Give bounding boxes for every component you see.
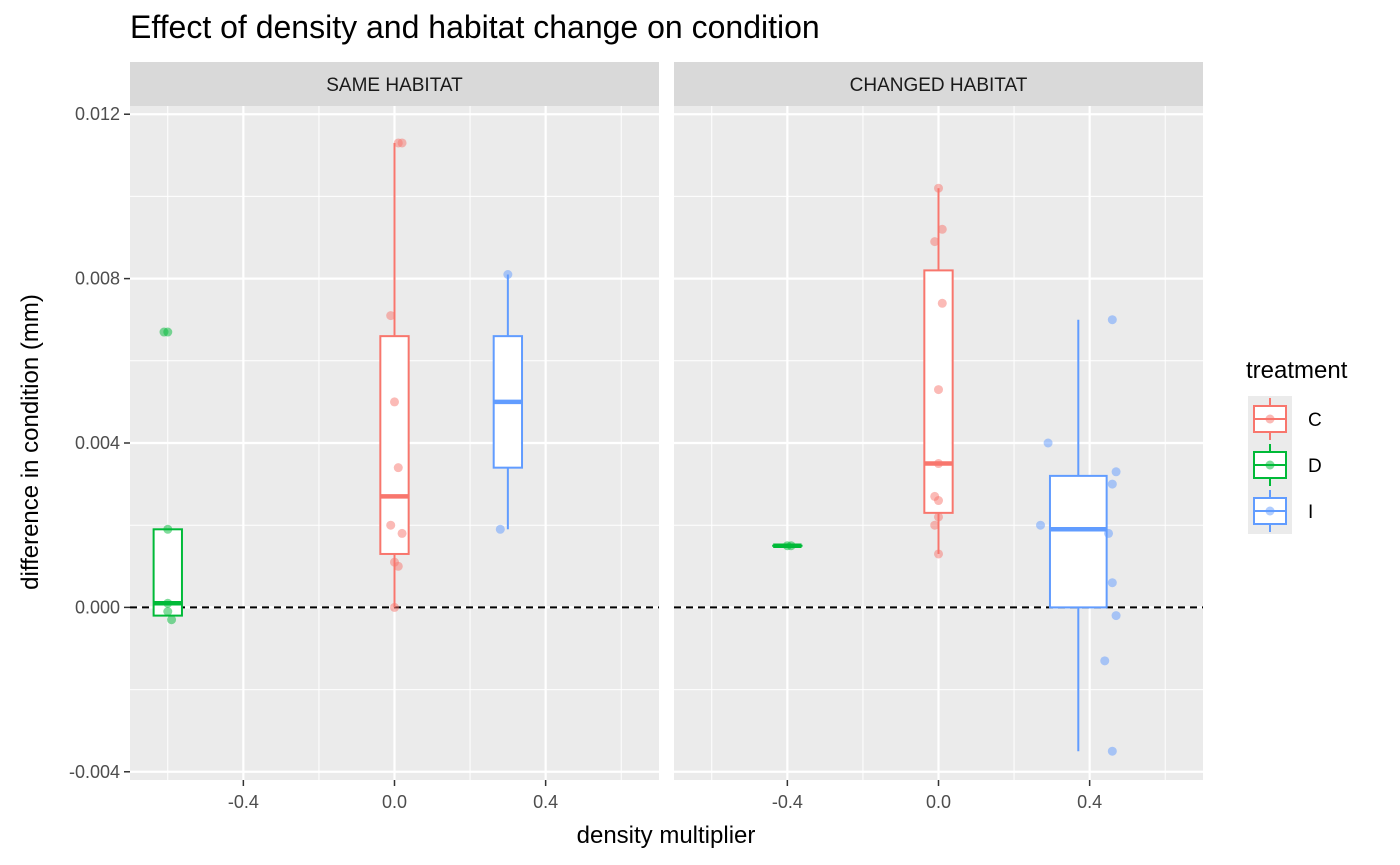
data-point-C <box>390 602 399 612</box>
data-point-I <box>503 270 513 279</box>
y-tick-label: 0.004 <box>75 433 120 453</box>
data-point-C <box>390 397 399 407</box>
data-point-C <box>397 138 407 148</box>
panels-layer: SAME HABITAT -0.4 0.0 0.4 CHANGED HABITAT -0.… <box>130 62 1203 812</box>
data-point-I <box>495 524 505 534</box>
legend-label: D <box>1308 456 1322 477</box>
data-point-C <box>386 311 396 321</box>
y-axis-title: difference in condition (mm) <box>17 294 44 590</box>
data-point-I <box>1107 315 1117 325</box>
x-tick-label: -0.4 <box>228 792 259 812</box>
y-tick-label: 0.008 <box>75 269 120 289</box>
box-body <box>379 335 410 555</box>
data-point-C <box>934 512 943 522</box>
facet-strip-label: SAME HABITAT <box>326 75 463 96</box>
legend-entry-C: C <box>1248 396 1322 442</box>
x-tick-label: 0.4 <box>1077 792 1102 812</box>
data-point-C <box>934 459 943 469</box>
legend-entry-I: I <box>1248 488 1313 534</box>
data-point-I <box>1100 656 1110 666</box>
data-point-C <box>937 298 947 308</box>
data-point-D <box>163 524 173 534</box>
data-point-C <box>934 183 943 193</box>
box-I <box>492 274 524 530</box>
data-point-D <box>167 615 177 625</box>
data-point-I <box>1107 746 1117 756</box>
facet-strip <box>674 62 1203 106</box>
x-tick-label: 0.4 <box>533 792 558 812</box>
legend-entry-D: D <box>1248 442 1322 488</box>
panel-changed-habitat: CHANGED HABITAT -0.4 0.0 0.4 <box>674 62 1203 812</box>
y-tick-label: -0.004 <box>69 762 120 782</box>
y-tick-label: 0.000 <box>75 597 120 617</box>
data-point-I <box>1111 467 1121 477</box>
y-axis: -0.004 0.000 0.004 0.008 0.012 <box>69 104 130 782</box>
legend-key-point <box>1265 460 1275 470</box>
y-tick-label: 0.012 <box>75 104 120 124</box>
box-body <box>1048 474 1108 609</box>
box-I <box>1048 319 1108 752</box>
data-point-C <box>934 385 943 395</box>
data-point-C <box>934 496 943 506</box>
data-point-I <box>1043 438 1053 448</box>
data-point-D <box>786 541 796 551</box>
chart-title: Effect of density and habitat change on … <box>130 9 820 45</box>
legend-key-point <box>1265 414 1275 424</box>
data-point-C <box>393 463 403 473</box>
box-C <box>379 142 410 608</box>
panel-same-habitat: SAME HABITAT -0.4 0.0 0.4 <box>130 62 659 812</box>
data-point-C <box>386 520 396 530</box>
data-point-C <box>937 224 947 234</box>
legend-title: treatment <box>1246 357 1348 384</box>
data-point-C <box>930 237 940 247</box>
legend: treatment C D I <box>1246 357 1348 534</box>
legend-label: C <box>1308 410 1322 431</box>
data-point-D <box>163 598 173 608</box>
data-point-I <box>1036 520 1046 530</box>
data-point-C <box>393 561 403 571</box>
x-axis-title: density multiplier <box>577 822 756 849</box>
x-tick-label: -0.4 <box>772 792 803 812</box>
data-point-C <box>934 549 943 559</box>
legend-label: I <box>1308 502 1313 523</box>
data-point-C <box>930 520 940 530</box>
data-point-D <box>163 327 173 337</box>
data-point-I <box>1107 479 1117 489</box>
facet-strip-label: CHANGED HABITAT <box>850 75 1028 96</box>
x-tick-label: 0.0 <box>926 792 951 812</box>
data-point-C <box>397 528 407 538</box>
data-point-I <box>1104 528 1114 538</box>
data-point-I <box>1107 578 1117 588</box>
data-point-I <box>1111 611 1121 621</box>
x-tick-label: 0.0 <box>382 792 407 812</box>
legend-key-point <box>1265 506 1275 516</box>
facet-strip <box>130 62 659 106</box>
data-point-D <box>163 607 173 616</box>
